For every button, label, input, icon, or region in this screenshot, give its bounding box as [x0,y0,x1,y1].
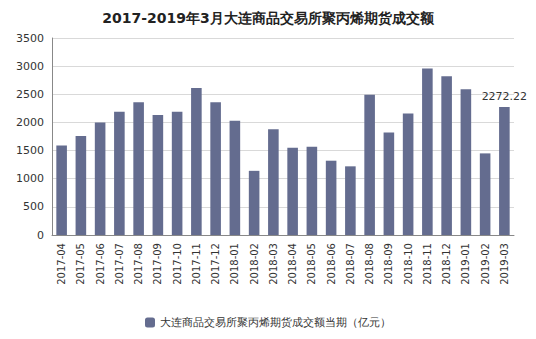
svg-text:2018-05: 2018-05 [306,243,317,285]
svg-text:2500: 2500 [16,88,44,101]
svg-text:2018-03: 2018-03 [268,243,279,285]
svg-text:1000: 1000 [16,172,44,185]
svg-text:2019-03: 2019-03 [499,243,510,285]
svg-text:2018-02: 2018-02 [249,243,260,285]
svg-text:2018-08: 2018-08 [364,243,375,285]
svg-text:2018-09: 2018-09 [383,243,394,285]
svg-text:2017-2019年3月大连商品交易所聚丙烯期货成交额: 2017-2019年3月大连商品交易所聚丙烯期货成交额 [102,10,434,26]
svg-text:2017-05: 2017-05 [75,243,86,285]
svg-text:2018-06: 2018-06 [326,243,337,285]
svg-text:3500: 3500 [16,32,44,45]
svg-text:500: 500 [23,200,44,213]
svg-text:2018-04: 2018-04 [287,243,298,285]
svg-text:2017-11: 2017-11 [191,243,202,285]
svg-text:2017-06: 2017-06 [95,243,106,285]
svg-text:2017-12: 2017-12 [210,243,221,285]
svg-text:2000: 2000 [16,116,44,129]
svg-text:2272.22: 2272.22 [482,90,528,103]
svg-text:2019-01: 2019-01 [460,243,471,285]
svg-text:2018-10: 2018-10 [403,243,414,285]
svg-text:2017-07: 2017-07 [114,243,125,285]
svg-text:2018-01: 2018-01 [229,243,240,285]
svg-text:大连商品交易所聚丙烯期货成交额当期（亿元）: 大连商品交易所聚丙烯期货成交额当期（亿元） [160,316,391,329]
svg-text:3000: 3000 [16,60,44,73]
svg-text:2017-09: 2017-09 [152,243,163,285]
svg-text:2019-02: 2019-02 [480,243,491,285]
svg-text:2017-10: 2017-10 [172,243,183,285]
svg-text:2017-04: 2017-04 [56,243,67,285]
svg-text:2018-12: 2018-12 [441,243,452,285]
svg-text:0: 0 [37,229,44,242]
svg-text:2017-08: 2017-08 [133,243,144,285]
svg-text:2018-07: 2018-07 [345,243,356,285]
svg-text:2018-11: 2018-11 [422,243,433,285]
svg-text:1500: 1500 [16,144,44,157]
